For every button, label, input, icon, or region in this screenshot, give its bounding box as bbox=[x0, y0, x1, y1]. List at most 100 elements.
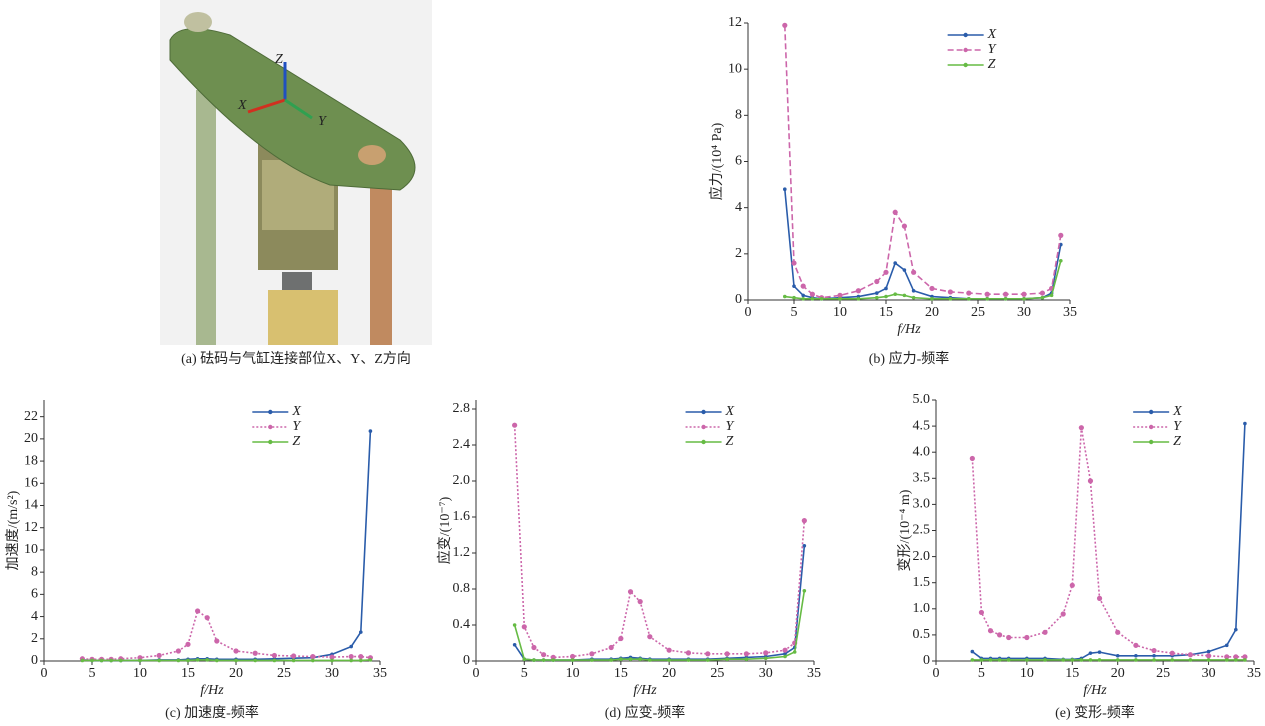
legend-label: Y bbox=[1173, 419, 1183, 434]
legend-marker bbox=[701, 440, 705, 444]
data-point bbox=[985, 297, 989, 301]
data-point bbox=[875, 291, 879, 295]
data-point bbox=[90, 659, 94, 663]
data-point bbox=[1007, 658, 1011, 662]
series-line bbox=[785, 189, 1061, 299]
y-tick-label: 14 bbox=[24, 498, 38, 513]
data-point bbox=[291, 653, 296, 658]
data-point bbox=[930, 297, 934, 301]
data-point bbox=[119, 659, 123, 663]
data-point bbox=[349, 659, 353, 663]
data-point bbox=[1134, 654, 1138, 658]
data-point bbox=[783, 655, 787, 659]
legend-marker bbox=[963, 48, 967, 52]
y-tick-label: 8 bbox=[735, 108, 742, 123]
data-point bbox=[1097, 596, 1102, 601]
data-point bbox=[791, 260, 796, 265]
data-point bbox=[1042, 630, 1047, 635]
x-tick-label: 10 bbox=[133, 666, 147, 681]
y-tick-label: 4.0 bbox=[913, 444, 931, 459]
y-tick-label: 0 bbox=[735, 292, 742, 307]
data-point bbox=[359, 630, 363, 634]
data-point bbox=[81, 659, 85, 663]
data-point bbox=[948, 289, 953, 294]
data-point bbox=[929, 286, 934, 291]
data-point bbox=[1098, 658, 1102, 662]
data-point bbox=[532, 658, 536, 662]
caption: (a) 砝码与气缸连接部位X、Y、Z方向 bbox=[181, 350, 411, 367]
data-point bbox=[1022, 297, 1026, 301]
y-tick-label: 3.0 bbox=[913, 497, 931, 512]
data-point bbox=[1207, 650, 1211, 654]
x-axis-label: f/Hz bbox=[200, 683, 224, 698]
data-point bbox=[551, 658, 555, 662]
x-tick-label: 10 bbox=[833, 305, 847, 320]
data-point bbox=[725, 657, 729, 661]
legend-marker bbox=[1149, 410, 1153, 414]
data-point bbox=[589, 651, 594, 656]
y-tick-label: 3.5 bbox=[913, 471, 931, 486]
data-point bbox=[967, 297, 971, 301]
data-point bbox=[1170, 658, 1174, 662]
legend-label: X bbox=[725, 404, 735, 419]
data-point bbox=[618, 636, 623, 641]
x-axis-label: f/Hz bbox=[633, 683, 657, 698]
data-point bbox=[949, 297, 953, 301]
x-tick-label: 15 bbox=[1065, 666, 1079, 681]
data-point bbox=[667, 658, 671, 662]
caption: (b) 应力-频率 bbox=[869, 350, 950, 367]
x-tick-label: 25 bbox=[971, 305, 985, 320]
x-tick-label: 35 bbox=[373, 666, 387, 681]
series-line bbox=[785, 25, 1061, 297]
data-point bbox=[609, 658, 613, 662]
legend-label: X bbox=[987, 27, 997, 42]
data-point bbox=[803, 589, 807, 593]
y-tick-label: 6 bbox=[31, 587, 38, 602]
data-point bbox=[1207, 658, 1211, 662]
x-tick-label: 20 bbox=[925, 305, 939, 320]
data-point bbox=[792, 296, 796, 300]
data-point bbox=[792, 284, 796, 288]
data-point bbox=[911, 270, 916, 275]
data-point bbox=[185, 642, 190, 647]
data-point bbox=[979, 610, 984, 615]
data-point bbox=[1025, 658, 1029, 662]
data-point bbox=[1061, 611, 1066, 616]
data-point bbox=[971, 650, 975, 654]
data-point bbox=[349, 654, 354, 659]
legend-marker bbox=[963, 33, 967, 37]
y-tick-label: 10 bbox=[728, 61, 742, 76]
data-point bbox=[1116, 654, 1120, 658]
data-point bbox=[1004, 297, 1008, 301]
data-point bbox=[988, 628, 993, 633]
caption: (e) 变形-频率 bbox=[1055, 704, 1135, 721]
data-point bbox=[638, 599, 643, 604]
x-tick-label: 5 bbox=[978, 666, 985, 681]
data-point bbox=[724, 651, 729, 656]
data-point bbox=[1041, 296, 1045, 300]
data-point bbox=[1234, 658, 1238, 662]
data-point bbox=[989, 658, 993, 662]
x-tick-label: 20 bbox=[229, 666, 243, 681]
y-axis-label: 加速度/(m/s²) bbox=[5, 490, 21, 570]
data-point bbox=[253, 659, 257, 663]
legend-label: X bbox=[291, 404, 301, 419]
data-point bbox=[893, 210, 898, 215]
x-tick-label: 25 bbox=[1156, 666, 1170, 681]
y-tick-label: 1.5 bbox=[913, 575, 931, 590]
data-point bbox=[1059, 259, 1063, 263]
data-point bbox=[542, 658, 546, 662]
data-point bbox=[541, 652, 546, 657]
data-point bbox=[1116, 658, 1120, 662]
data-point bbox=[157, 653, 162, 658]
data-point bbox=[903, 268, 907, 272]
legend-marker bbox=[1149, 425, 1153, 429]
data-point bbox=[1152, 654, 1156, 658]
legend-label: Z bbox=[1173, 434, 1181, 449]
data-point bbox=[157, 659, 161, 663]
y-tick-label: 1.0 bbox=[913, 601, 931, 616]
data-point bbox=[1070, 583, 1075, 588]
data-point bbox=[619, 657, 623, 661]
data-point bbox=[912, 289, 916, 293]
data-point bbox=[782, 23, 787, 28]
